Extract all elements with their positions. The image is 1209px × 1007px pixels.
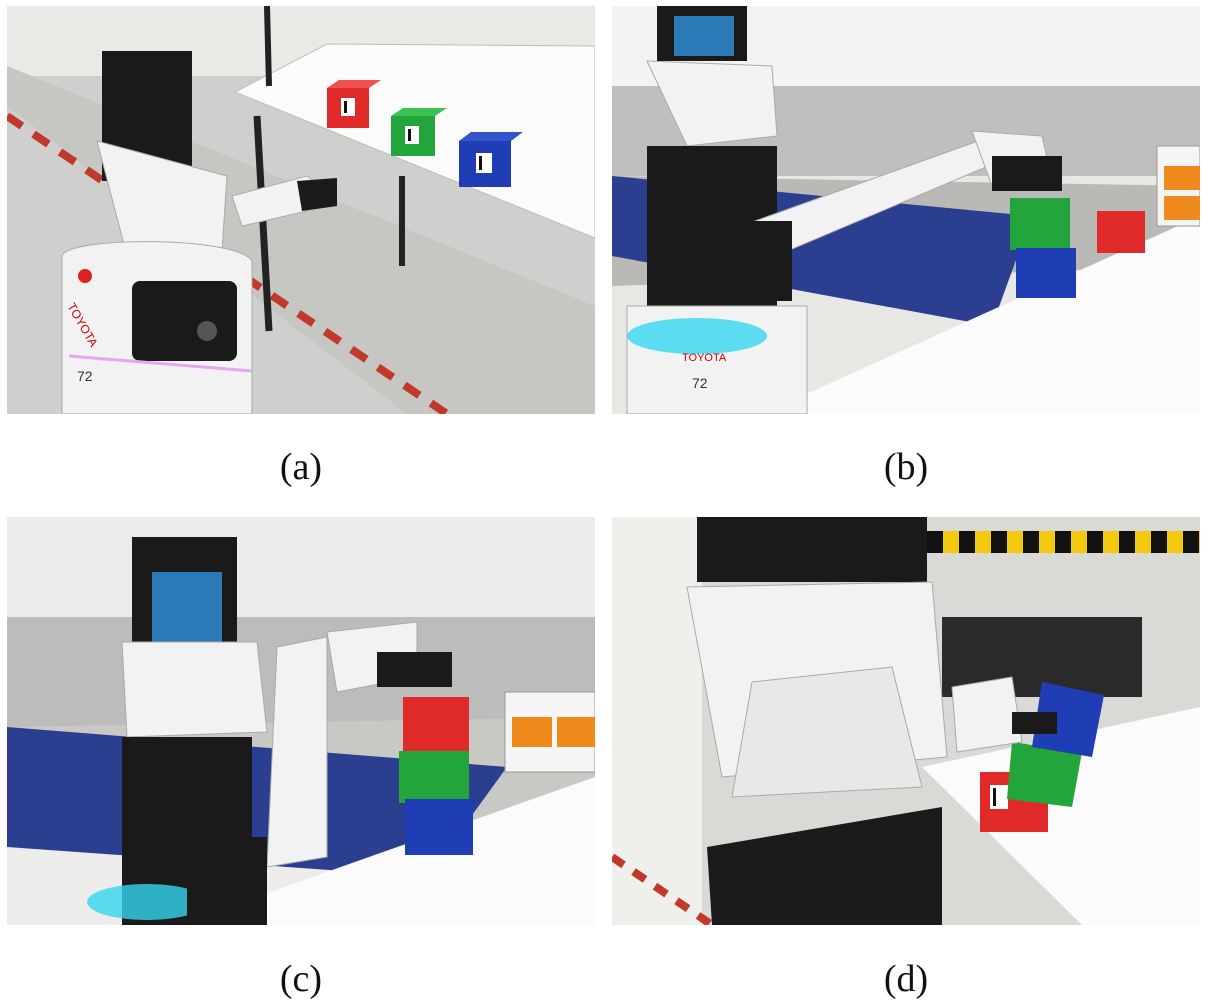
cube-blue bbox=[1016, 248, 1076, 298]
scene-a-illustration: TOYOTA 72 bbox=[7, 6, 595, 414]
robot-badge-text: 72 bbox=[692, 375, 708, 391]
cube-red bbox=[1097, 211, 1145, 253]
hazard-stripe bbox=[927, 531, 1200, 553]
table bbox=[762, 216, 1200, 414]
cube-blue bbox=[459, 132, 523, 187]
photo-panel-b: TOYOTA 72 bbox=[612, 6, 1200, 414]
scene-d-illustration bbox=[612, 517, 1200, 925]
photo-panel-c bbox=[7, 517, 595, 925]
scene-c-illustration bbox=[7, 517, 595, 925]
robot-brand-text: TOYOTA bbox=[682, 352, 727, 364]
cube-green bbox=[391, 108, 447, 156]
caption-c: (c) bbox=[279, 958, 323, 1000]
caption-b: (b) bbox=[883, 446, 929, 488]
robot-hsr: TOYOTA 72 bbox=[61, 51, 337, 414]
caption-a: (a) bbox=[279, 446, 323, 488]
cube-red bbox=[403, 697, 469, 755]
caption-d: (d) bbox=[883, 958, 929, 1000]
cube-blue bbox=[405, 799, 473, 855]
cube-green bbox=[1007, 742, 1082, 807]
cube-green bbox=[399, 751, 469, 803]
cube-blue bbox=[1032, 682, 1104, 757]
photo-panel-a: TOYOTA 72 bbox=[7, 6, 595, 414]
robot-hsr: TOYOTA 72 bbox=[626, 6, 1062, 414]
robot-badge-text: 72 bbox=[77, 368, 93, 384]
scene-b-illustration: TOYOTA 72 bbox=[612, 6, 1200, 414]
cube-green bbox=[1010, 198, 1070, 250]
photo-panel-d bbox=[612, 517, 1200, 925]
cube-red bbox=[327, 80, 381, 128]
table bbox=[922, 707, 1200, 925]
table bbox=[177, 777, 595, 925]
robot-hsr bbox=[686, 517, 1057, 925]
robot-hsr bbox=[87, 537, 452, 925]
